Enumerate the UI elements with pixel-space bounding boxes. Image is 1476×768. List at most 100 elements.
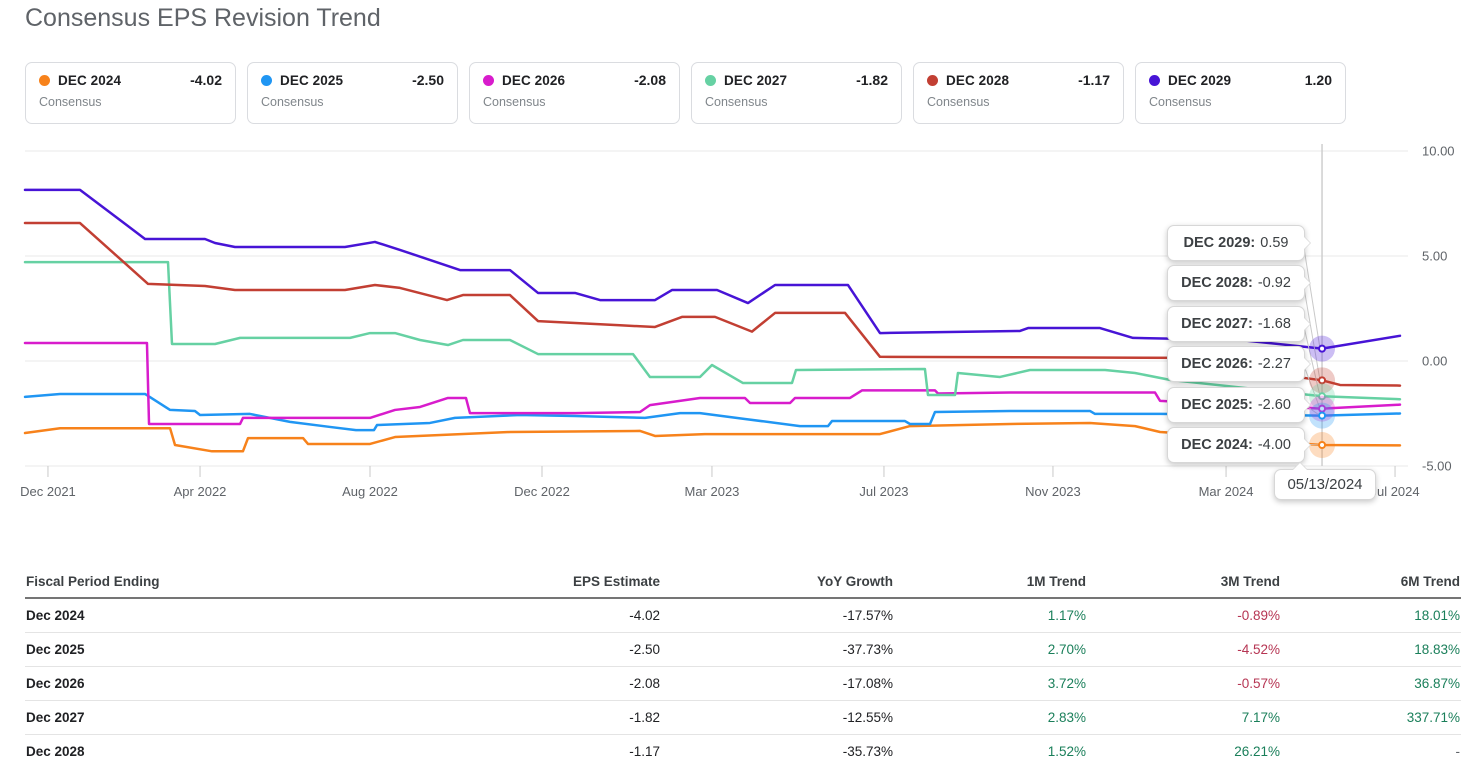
series-name: DEC 2027 bbox=[724, 72, 788, 88]
cell-3m-trend: -0.57% bbox=[1237, 676, 1280, 691]
cell-1m-trend: 2.70% bbox=[1047, 642, 1086, 657]
column-header-1m-trend: 1M Trend bbox=[1026, 573, 1086, 589]
series-value: 1.20 bbox=[1304, 72, 1332, 88]
legend-card-dec-2028[interactable]: DEC 2028 -1.17 Consensus bbox=[913, 62, 1124, 124]
fiscal-period-table: Fiscal Period Ending EPS Estimate YoY Grow… bbox=[25, 565, 1461, 768]
cell-1m-trend: 3.72% bbox=[1047, 676, 1086, 691]
x-axis-label: Jul 2024 bbox=[1370, 484, 1419, 499]
x-axis-label: Dec 2022 bbox=[514, 484, 570, 499]
cell-1m-trend: 2.83% bbox=[1047, 710, 1086, 725]
table-header-row: Fiscal Period Ending EPS Estimate YoY Grow… bbox=[25, 565, 1461, 599]
y-axis-label: -5.00 bbox=[1422, 459, 1452, 474]
cell-period: Dec 2027 bbox=[26, 710, 85, 725]
legend-card-header: DEC 2025 -2.50 bbox=[261, 72, 444, 88]
series-line-dec-2026 bbox=[23, 341, 1402, 426]
legend-card-header: DEC 2029 1.20 bbox=[1149, 72, 1332, 88]
table-row-dec-2028[interactable]: Dec 2028 -1.17 -35.73% 1.52% 26.21% - bbox=[25, 735, 1461, 768]
x-axis-label: Dec 2021 bbox=[20, 484, 76, 499]
cell-6m-trend: - bbox=[1455, 744, 1461, 759]
cell-1m-trend: 1.17% bbox=[1047, 608, 1086, 623]
series-color-dot bbox=[483, 74, 494, 86]
column-header-fiscal-period-ending: Fiscal Period Ending bbox=[26, 573, 160, 589]
series-name: DEC 2028 bbox=[946, 72, 1010, 88]
table-row-dec-2024[interactable]: Dec 2024 -4.02 -17.57% 1.17% -0.89% 18.01% bbox=[25, 599, 1461, 633]
cell-period: Dec 2026 bbox=[26, 676, 85, 691]
column-header-6m-trend: 6M Trend bbox=[1400, 573, 1460, 589]
tooltip-connector bbox=[1302, 403, 1321, 417]
crosshair-dot bbox=[1318, 392, 1327, 401]
series-sublabel: Consensus bbox=[483, 95, 546, 109]
series-color-dot bbox=[927, 74, 938, 86]
y-axis-label: 10.00 bbox=[1422, 144, 1455, 159]
column-header-3m-trend: 3M Trend bbox=[1220, 573, 1280, 589]
cell-eps-estimate: -4.02 bbox=[629, 608, 660, 623]
x-axis-label: Jul 2023 bbox=[859, 484, 908, 499]
crosshair-dot bbox=[1318, 376, 1327, 385]
tooltip-connector bbox=[1302, 363, 1321, 409]
x-axis-label: Nov 2023 bbox=[1025, 484, 1081, 499]
series-sublabel: Consensus bbox=[705, 95, 768, 109]
tooltip-connector bbox=[1302, 241, 1321, 349]
legend-row: DEC 2024 -4.02 Consensus DEC 2025 -2.50 Conse… bbox=[25, 62, 1346, 124]
series-line-dec-2029 bbox=[23, 188, 1402, 350]
series-color-dot bbox=[705, 74, 716, 86]
eps-trend-chart[interactable]: 10.00 5.00 0.00 -5.00 Dec 2021 Apr 2022 Aug 20… bbox=[0, 140, 1476, 508]
series-sublabel: Consensus bbox=[1149, 95, 1212, 109]
table-row-dec-2027[interactable]: Dec 2027 -1.82 -12.55% 2.83% 7.17% 337.71% bbox=[25, 701, 1461, 735]
series-value: -4.02 bbox=[190, 72, 222, 88]
column-header-yoy-growth: YoY Growth bbox=[816, 573, 893, 589]
y-axis-label: 0.00 bbox=[1422, 354, 1447, 369]
series-sublabel: Consensus bbox=[927, 95, 990, 109]
cell-eps-estimate: -2.08 bbox=[629, 676, 660, 691]
cell-yoy-growth: -17.57% bbox=[842, 608, 893, 623]
chart-canvas[interactable]: 10.00 5.00 0.00 -5.00 Dec 2021 Apr 2022 Aug 20… bbox=[0, 140, 1476, 508]
legend-card-dec-2026[interactable]: DEC 2026 -2.08 Consensus bbox=[469, 62, 680, 124]
page-title: Consensus EPS Revision Trend bbox=[25, 4, 381, 32]
cell-eps-estimate: -1.17 bbox=[629, 744, 660, 759]
crosshair-dot bbox=[1318, 411, 1327, 420]
series-line-dec-2027 bbox=[23, 260, 1402, 401]
cell-period: Dec 2028 bbox=[26, 744, 85, 759]
table-row-dec-2025[interactable]: Dec 2025 -2.50 -37.73% 2.70% -4.52% 18.83% bbox=[25, 633, 1461, 667]
tooltip-connector bbox=[1302, 443, 1321, 446]
series-sublabel: Consensus bbox=[261, 95, 324, 109]
cell-6m-trend: 18.83% bbox=[1414, 642, 1460, 657]
x-axis-label: Apr 2022 bbox=[174, 484, 227, 499]
legend-card-dec-2025[interactable]: DEC 2025 -2.50 Consensus bbox=[247, 62, 458, 124]
tooltip-connector bbox=[1302, 322, 1321, 397]
cell-6m-trend: 36.87% bbox=[1414, 676, 1460, 691]
crosshair-dot bbox=[1318, 344, 1327, 353]
legend-card-dec-2024[interactable]: DEC 2024 -4.02 Consensus bbox=[25, 62, 236, 124]
cell-3m-trend: -0.89% bbox=[1237, 608, 1280, 623]
y-axis-label: 5.00 bbox=[1422, 249, 1447, 264]
series-color-dot bbox=[39, 74, 50, 86]
cell-1m-trend: 1.52% bbox=[1047, 744, 1086, 759]
series-color-dot bbox=[261, 74, 272, 86]
series-line-dec-2024 bbox=[23, 421, 1402, 453]
tooltip-connector bbox=[1302, 282, 1321, 381]
series-name: DEC 2024 bbox=[58, 72, 122, 88]
cell-yoy-growth: -35.73% bbox=[842, 744, 893, 759]
legend-card-dec-2029[interactable]: DEC 2029 1.20 Consensus bbox=[1135, 62, 1346, 124]
series-color-dot bbox=[1149, 74, 1160, 86]
x-axis-label: Aug 2022 bbox=[342, 484, 398, 499]
series-value: -2.50 bbox=[412, 72, 444, 88]
cell-6m-trend: 18.01% bbox=[1414, 608, 1460, 623]
cell-eps-estimate: -2.50 bbox=[629, 642, 660, 657]
legend-card-header: DEC 2028 -1.17 bbox=[927, 72, 1110, 88]
cell-3m-trend: 26.21% bbox=[1234, 744, 1280, 759]
crosshair-dot bbox=[1318, 441, 1327, 449]
cell-eps-estimate: -1.82 bbox=[629, 710, 660, 725]
legend-card-dec-2027[interactable]: DEC 2027 -1.82 Consensus bbox=[691, 62, 902, 124]
cell-yoy-growth: -37.73% bbox=[842, 642, 893, 657]
cell-yoy-growth: -12.55% bbox=[842, 710, 893, 725]
cell-6m-trend: 337.71% bbox=[1406, 710, 1460, 725]
x-axis-label: Mar 2023 bbox=[684, 484, 739, 499]
series-value: -1.82 bbox=[856, 72, 888, 88]
cell-3m-trend: 7.17% bbox=[1241, 710, 1280, 725]
x-axis-label: Mar 2024 bbox=[1199, 484, 1254, 499]
table-row-dec-2026[interactable]: Dec 2026 -2.08 -17.08% 3.72% -0.57% 36.87% bbox=[25, 667, 1461, 701]
series-value: -2.08 bbox=[634, 72, 666, 88]
series-name: DEC 2025 bbox=[280, 72, 344, 88]
